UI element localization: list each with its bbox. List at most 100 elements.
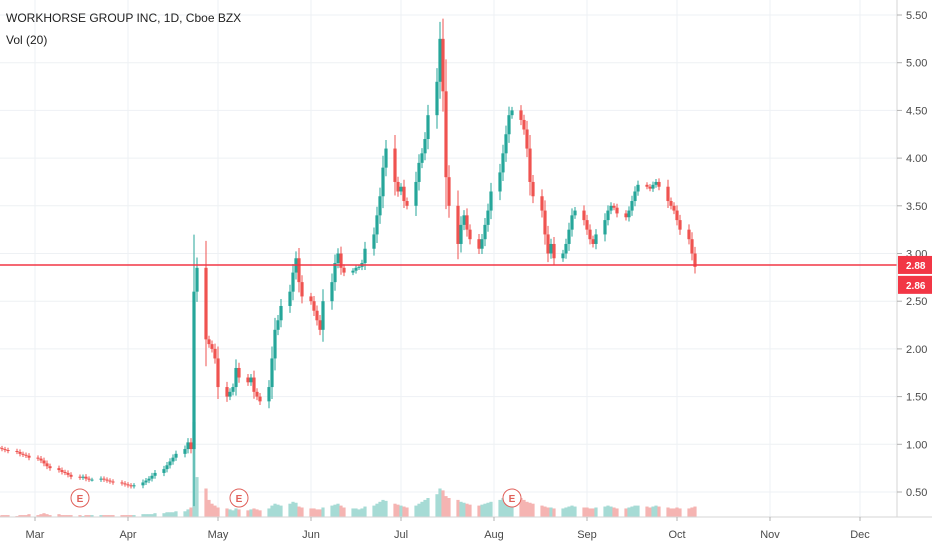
candle-body <box>216 358 220 388</box>
volume-bar <box>336 503 340 517</box>
candle-body <box>396 181 400 192</box>
volume-bar <box>654 505 658 517</box>
candle-body <box>678 220 682 230</box>
volume-bar <box>87 515 91 517</box>
time-tick-label: Mar <box>26 529 45 541</box>
volume-bar <box>402 506 406 517</box>
candle-body <box>15 450 19 452</box>
candle-body <box>654 181 658 185</box>
volume-bar <box>573 506 577 517</box>
candle-body <box>636 184 640 192</box>
candle-body <box>588 229 592 240</box>
candle-body <box>237 367 241 378</box>
volume-indicator-label[interactable]: Vol (20) <box>6 33 47 47</box>
candle-body <box>690 239 694 254</box>
candle-body <box>435 81 439 116</box>
volume-bar <box>666 507 670 517</box>
volume-bar <box>396 504 400 517</box>
candle-body <box>153 472 157 476</box>
volume-bar <box>84 515 88 517</box>
chart-title: WORKHORSE GROUP INC, 1D, Cboe BZX <box>6 11 241 25</box>
price-tick-label: 4.50 <box>906 105 927 117</box>
price-tick-label: 2.50 <box>906 296 927 308</box>
candle-body <box>372 234 376 249</box>
volume-bar <box>279 505 283 517</box>
volume-bar <box>648 507 652 517</box>
candle-body <box>675 210 679 221</box>
volume-bar <box>561 508 565 517</box>
candle-body <box>318 320 322 330</box>
candle-body <box>543 210 547 235</box>
earnings-marker-icon[interactable] <box>502 488 522 508</box>
volume-bar <box>519 498 523 517</box>
time-axis[interactable]: Mar Apr May Jun Jul Aug Sep Oct Nov Dec <box>26 517 871 541</box>
volume-bar <box>153 513 157 517</box>
earnings-marker-icon[interactable] <box>70 488 90 508</box>
volume-bar <box>504 496 508 517</box>
candle-body <box>687 229 691 240</box>
volume-bar <box>228 509 232 517</box>
candle-body <box>144 480 148 483</box>
volume-bar <box>255 509 259 517</box>
volume-bar <box>567 506 571 517</box>
candle-body <box>351 270 355 273</box>
price-tick-label: 4.00 <box>906 153 927 165</box>
volume-bar <box>147 514 151 517</box>
earnings-marker-icon[interactable] <box>229 488 249 508</box>
candle-body <box>276 320 280 330</box>
price-tick-label: 3.50 <box>906 201 927 213</box>
volume-bar <box>498 499 502 517</box>
price-badges: 2.88 2.86 <box>898 255 932 294</box>
candle-body <box>570 215 574 230</box>
volume-bar <box>3 515 7 517</box>
volume-bar <box>480 504 484 517</box>
candle-body <box>150 475 154 479</box>
candle-body <box>258 396 262 402</box>
volume-bar <box>612 507 616 517</box>
candle-body <box>609 205 613 211</box>
volume-bar <box>333 504 337 517</box>
volume-bar <box>588 508 592 517</box>
candle-body <box>606 210 610 221</box>
volume-bar <box>393 503 397 517</box>
candle-body <box>186 442 190 450</box>
volume-bar <box>186 509 190 517</box>
volume-bar <box>189 507 193 517</box>
volume-bar <box>546 507 550 517</box>
volume-bar <box>399 505 403 517</box>
volume-bar <box>459 501 463 517</box>
volume-bar <box>564 507 568 517</box>
volume-bar <box>6 515 10 517</box>
candle-body <box>546 234 550 254</box>
volume-bar <box>414 505 418 517</box>
candle-body <box>105 479 109 481</box>
volume-bar <box>144 514 148 517</box>
price-badge <box>898 255 932 274</box>
candle-body <box>300 282 304 297</box>
candle-body <box>498 172 502 192</box>
candle-body <box>633 191 637 202</box>
candle-body <box>171 457 175 462</box>
volume-bar <box>249 509 253 517</box>
earnings-marker-label: E <box>236 494 243 505</box>
candle-body <box>573 210 577 216</box>
volume-bar <box>669 508 673 517</box>
volume-bar <box>651 506 655 517</box>
candlesticks <box>0 18 697 507</box>
volume-bar <box>225 508 229 517</box>
candle-body <box>504 134 508 154</box>
volume-bar <box>174 511 178 517</box>
candle-body <box>342 267 346 273</box>
candle-body <box>549 243 553 254</box>
volume-bar <box>99 515 103 517</box>
candle-body <box>624 213 628 218</box>
volume-bar <box>162 513 166 517</box>
volume-bar <box>297 506 301 517</box>
volume-bar <box>90 515 94 517</box>
volume-bar <box>465 503 469 517</box>
candle-body <box>42 460 46 464</box>
volume-bar <box>678 508 682 517</box>
candle-body <box>354 267 358 271</box>
